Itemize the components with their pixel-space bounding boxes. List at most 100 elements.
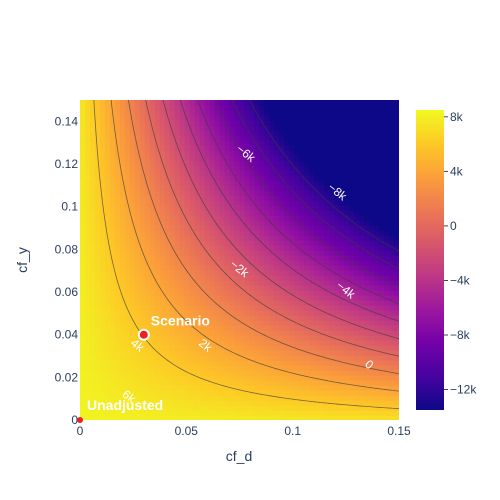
contour-cell <box>224 260 231 266</box>
contour-cell <box>254 245 261 251</box>
contour-cell <box>149 150 156 156</box>
contour-cell <box>299 240 305 246</box>
contour-cell <box>299 120 305 126</box>
contour-cell <box>219 340 226 346</box>
contour-cell <box>309 265 315 271</box>
contour-cell <box>369 325 375 331</box>
contour-cell <box>394 160 399 166</box>
contour-cell <box>379 225 385 231</box>
contour-cell <box>159 245 166 251</box>
contour-cell <box>234 265 241 271</box>
contour-cell <box>244 235 251 241</box>
contour-cell <box>214 220 221 226</box>
contour-cell <box>304 265 310 271</box>
contour-cell <box>349 155 355 161</box>
contour-cell <box>304 120 310 126</box>
contour-cell <box>139 285 146 291</box>
contour-cell <box>114 335 121 341</box>
contour-cell <box>389 320 395 326</box>
contour-cell <box>274 315 280 321</box>
contour-cell <box>234 250 241 256</box>
contour-cell <box>214 370 221 376</box>
contour-cell <box>214 300 221 306</box>
contour-cell <box>299 290 305 296</box>
contour-cell <box>219 375 226 381</box>
contour-cell <box>339 350 345 356</box>
contour-cell <box>274 140 280 146</box>
contour-cell <box>339 395 345 401</box>
contour-cell <box>109 135 116 141</box>
contour-cell <box>304 335 310 341</box>
contour-cell <box>164 215 171 221</box>
contour-cell <box>219 400 226 406</box>
contour-cell <box>384 315 390 321</box>
contour-cell <box>204 345 211 351</box>
contour-cell <box>304 230 310 236</box>
contour-cell <box>204 295 211 301</box>
contour-cell <box>80 185 86 191</box>
contour-cell <box>209 355 216 361</box>
contour-cell <box>114 175 121 181</box>
contour-cell <box>139 255 146 261</box>
contour-cell <box>214 270 221 276</box>
contour-cell <box>134 125 141 131</box>
contour-cell <box>289 340 295 346</box>
contour-cell <box>269 230 275 236</box>
contour-cell <box>244 135 251 141</box>
contour-cell <box>389 375 395 381</box>
contour-cell <box>244 265 251 271</box>
contour-cell <box>304 380 310 386</box>
contour-cell <box>269 305 275 311</box>
contour-cell <box>134 375 141 381</box>
contour-cell <box>289 375 295 381</box>
contour-cell <box>139 190 146 196</box>
contour-cell <box>249 105 256 111</box>
contour-cell <box>389 335 395 341</box>
contour-cell <box>309 225 315 231</box>
contour-cell <box>284 130 290 136</box>
contour-cell <box>84 255 91 261</box>
contour-cell <box>359 400 365 406</box>
contour-cell <box>84 345 91 351</box>
contour-cell <box>89 175 96 181</box>
contour-cell <box>194 295 201 301</box>
contour-cell <box>354 215 360 221</box>
contour-cell <box>229 290 236 296</box>
contour-cell <box>214 140 221 146</box>
contour-cell <box>339 165 345 171</box>
contour-cell <box>174 130 181 136</box>
contour-cell <box>214 410 221 416</box>
contour-cell <box>129 315 136 321</box>
contour-cell <box>269 215 275 221</box>
contour-cell <box>99 110 106 116</box>
contour-cell <box>299 180 305 186</box>
contour-cell <box>134 220 141 226</box>
contour-cell <box>239 140 246 146</box>
contour-cell <box>379 235 385 241</box>
contour-cell <box>329 280 335 286</box>
y-tick-label: 0.14 <box>55 114 79 128</box>
contour-cell <box>109 295 116 301</box>
contour-cell <box>254 280 261 286</box>
contour-cell <box>199 230 206 236</box>
contour-cell <box>354 190 360 196</box>
contour-cell <box>209 130 216 136</box>
contour-cell <box>84 315 91 321</box>
contour-cell <box>359 320 365 326</box>
contour-cell <box>209 270 216 276</box>
contour-cell <box>154 240 161 246</box>
contour-cell <box>109 240 116 246</box>
contour-cell <box>244 365 251 371</box>
contour-cell <box>394 170 399 176</box>
contour-cell <box>389 325 395 331</box>
contour-cell <box>239 275 246 281</box>
contour-cell <box>224 395 231 401</box>
contour-cell <box>304 365 310 371</box>
contour-cell <box>174 225 181 231</box>
contour-cell <box>114 370 121 376</box>
contour-cell <box>309 325 315 331</box>
x-axis-ticks: 0 0.05 0.1 0.15 <box>77 424 411 438</box>
contour-cell <box>294 310 300 316</box>
contour-cell <box>354 225 360 231</box>
contour-cell <box>369 305 375 311</box>
